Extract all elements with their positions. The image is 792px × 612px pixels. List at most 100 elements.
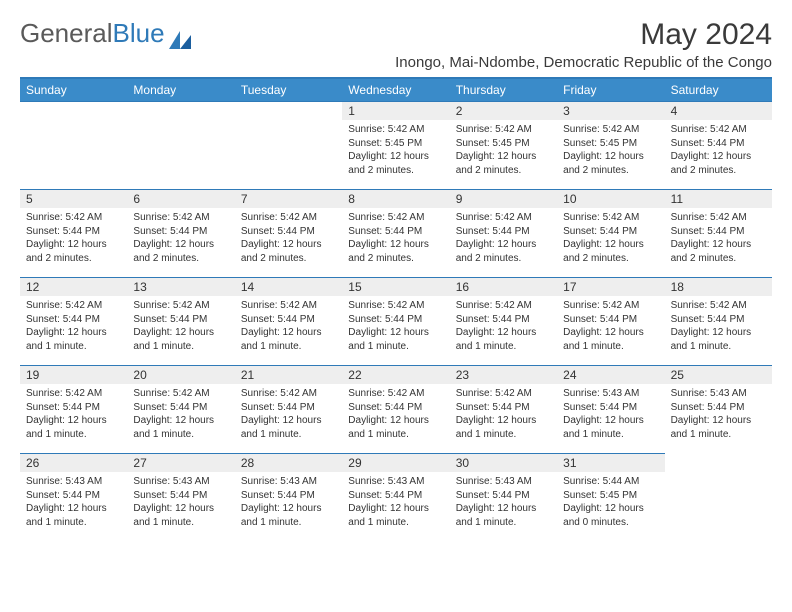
day-cell-12: 12Sunrise: 5:42 AMSunset: 5:44 PMDayligh… (20, 277, 127, 365)
day-details: Sunrise: 5:42 AMSunset: 5:45 PMDaylight:… (557, 120, 664, 183)
day-cell-6: 6Sunrise: 5:42 AMSunset: 5:44 PMDaylight… (127, 189, 234, 277)
empty-cell (235, 101, 342, 189)
day-cell-10: 10Sunrise: 5:42 AMSunset: 5:44 PMDayligh… (557, 189, 664, 277)
day-cell-7: 7Sunrise: 5:42 AMSunset: 5:44 PMDaylight… (235, 189, 342, 277)
dayheader-saturday: Saturday (665, 79, 772, 101)
page-title: May 2024 (640, 18, 772, 52)
day-cell-8: 8Sunrise: 5:42 AMSunset: 5:44 PMDaylight… (342, 189, 449, 277)
logo-text-blue: Blue (113, 18, 165, 49)
day-number: 25 (665, 366, 772, 384)
day-details: Sunrise: 5:43 AMSunset: 5:44 PMDaylight:… (342, 472, 449, 535)
day-number: 2 (450, 102, 557, 120)
dayheader-thursday: Thursday (450, 79, 557, 101)
day-number: 7 (235, 190, 342, 208)
day-details: Sunrise: 5:43 AMSunset: 5:44 PMDaylight:… (127, 472, 234, 535)
day-number: 12 (20, 278, 127, 296)
day-cell-17: 17Sunrise: 5:42 AMSunset: 5:44 PMDayligh… (557, 277, 664, 365)
day-details: Sunrise: 5:43 AMSunset: 5:44 PMDaylight:… (20, 472, 127, 535)
day-number: 5 (20, 190, 127, 208)
day-number: 9 (450, 190, 557, 208)
day-cell-2: 2Sunrise: 5:42 AMSunset: 5:45 PMDaylight… (450, 101, 557, 189)
day-details: Sunrise: 5:42 AMSunset: 5:44 PMDaylight:… (450, 296, 557, 359)
day-details: Sunrise: 5:43 AMSunset: 5:44 PMDaylight:… (665, 384, 772, 447)
day-cell-11: 11Sunrise: 5:42 AMSunset: 5:44 PMDayligh… (665, 189, 772, 277)
day-details: Sunrise: 5:42 AMSunset: 5:44 PMDaylight:… (450, 208, 557, 271)
day-details: Sunrise: 5:42 AMSunset: 5:44 PMDaylight:… (557, 296, 664, 359)
day-number: 18 (665, 278, 772, 296)
logo-icon (169, 25, 191, 43)
day-cell-28: 28Sunrise: 5:43 AMSunset: 5:44 PMDayligh… (235, 453, 342, 541)
dayheader-monday: Monday (127, 79, 234, 101)
day-number: 26 (20, 454, 127, 472)
day-details: Sunrise: 5:42 AMSunset: 5:44 PMDaylight:… (127, 384, 234, 447)
dayheader-wednesday: Wednesday (342, 79, 449, 101)
day-details: Sunrise: 5:42 AMSunset: 5:44 PMDaylight:… (235, 384, 342, 447)
logo-text-general: General (20, 18, 113, 49)
day-number: 8 (342, 190, 449, 208)
dayheader-tuesday: Tuesday (235, 79, 342, 101)
day-details: Sunrise: 5:42 AMSunset: 5:44 PMDaylight:… (127, 208, 234, 271)
day-cell-25: 25Sunrise: 5:43 AMSunset: 5:44 PMDayligh… (665, 365, 772, 453)
day-cell-30: 30Sunrise: 5:43 AMSunset: 5:44 PMDayligh… (450, 453, 557, 541)
dayheader-sunday: Sunday (20, 79, 127, 101)
day-number: 1 (342, 102, 449, 120)
day-details: Sunrise: 5:42 AMSunset: 5:44 PMDaylight:… (342, 208, 449, 271)
day-cell-21: 21Sunrise: 5:42 AMSunset: 5:44 PMDayligh… (235, 365, 342, 453)
day-details: Sunrise: 5:43 AMSunset: 5:44 PMDaylight:… (557, 384, 664, 447)
day-cell-24: 24Sunrise: 5:43 AMSunset: 5:44 PMDayligh… (557, 365, 664, 453)
day-details: Sunrise: 5:42 AMSunset: 5:44 PMDaylight:… (20, 296, 127, 359)
logo: GeneralBlue (20, 18, 191, 49)
location-subtitle: Inongo, Mai-Ndombe, Democratic Republic … (20, 54, 772, 71)
day-cell-27: 27Sunrise: 5:43 AMSunset: 5:44 PMDayligh… (127, 453, 234, 541)
day-cell-13: 13Sunrise: 5:42 AMSunset: 5:44 PMDayligh… (127, 277, 234, 365)
day-details: Sunrise: 5:42 AMSunset: 5:44 PMDaylight:… (665, 208, 772, 271)
day-details: Sunrise: 5:44 AMSunset: 5:45 PMDaylight:… (557, 472, 664, 535)
day-number: 11 (665, 190, 772, 208)
day-details: Sunrise: 5:42 AMSunset: 5:45 PMDaylight:… (342, 120, 449, 183)
day-cell-3: 3Sunrise: 5:42 AMSunset: 5:45 PMDaylight… (557, 101, 664, 189)
day-number: 27 (127, 454, 234, 472)
day-number: 20 (127, 366, 234, 384)
day-cell-19: 19Sunrise: 5:42 AMSunset: 5:44 PMDayligh… (20, 365, 127, 453)
day-cell-31: 31Sunrise: 5:44 AMSunset: 5:45 PMDayligh… (557, 453, 664, 541)
day-details: Sunrise: 5:42 AMSunset: 5:44 PMDaylight:… (557, 208, 664, 271)
day-cell-5: 5Sunrise: 5:42 AMSunset: 5:44 PMDaylight… (20, 189, 127, 277)
day-cell-26: 26Sunrise: 5:43 AMSunset: 5:44 PMDayligh… (20, 453, 127, 541)
day-details: Sunrise: 5:42 AMSunset: 5:44 PMDaylight:… (665, 120, 772, 183)
day-details: Sunrise: 5:43 AMSunset: 5:44 PMDaylight:… (235, 472, 342, 535)
calendar-grid: SundayMondayTuesdayWednesdayThursdayFrid… (20, 77, 772, 541)
day-number: 28 (235, 454, 342, 472)
day-cell-16: 16Sunrise: 5:42 AMSunset: 5:44 PMDayligh… (450, 277, 557, 365)
day-number: 30 (450, 454, 557, 472)
day-details: Sunrise: 5:42 AMSunset: 5:44 PMDaylight:… (20, 208, 127, 271)
day-number: 14 (235, 278, 342, 296)
empty-cell (20, 101, 127, 189)
day-number: 17 (557, 278, 664, 296)
day-number: 15 (342, 278, 449, 296)
day-details: Sunrise: 5:42 AMSunset: 5:44 PMDaylight:… (20, 384, 127, 447)
day-number: 4 (665, 102, 772, 120)
day-number: 16 (450, 278, 557, 296)
day-number: 24 (557, 366, 664, 384)
day-cell-15: 15Sunrise: 5:42 AMSunset: 5:44 PMDayligh… (342, 277, 449, 365)
day-number: 10 (557, 190, 664, 208)
day-details: Sunrise: 5:42 AMSunset: 5:44 PMDaylight:… (235, 296, 342, 359)
day-number: 6 (127, 190, 234, 208)
day-cell-18: 18Sunrise: 5:42 AMSunset: 5:44 PMDayligh… (665, 277, 772, 365)
day-details: Sunrise: 5:42 AMSunset: 5:45 PMDaylight:… (450, 120, 557, 183)
day-details: Sunrise: 5:42 AMSunset: 5:44 PMDaylight:… (127, 296, 234, 359)
day-details: Sunrise: 5:42 AMSunset: 5:44 PMDaylight:… (342, 296, 449, 359)
day-number: 23 (450, 366, 557, 384)
day-number: 3 (557, 102, 664, 120)
day-details: Sunrise: 5:42 AMSunset: 5:44 PMDaylight:… (235, 208, 342, 271)
day-details: Sunrise: 5:43 AMSunset: 5:44 PMDaylight:… (450, 472, 557, 535)
day-number: 31 (557, 454, 664, 472)
day-cell-22: 22Sunrise: 5:42 AMSunset: 5:44 PMDayligh… (342, 365, 449, 453)
day-number: 22 (342, 366, 449, 384)
day-cell-9: 9Sunrise: 5:42 AMSunset: 5:44 PMDaylight… (450, 189, 557, 277)
day-cell-14: 14Sunrise: 5:42 AMSunset: 5:44 PMDayligh… (235, 277, 342, 365)
day-cell-20: 20Sunrise: 5:42 AMSunset: 5:44 PMDayligh… (127, 365, 234, 453)
day-cell-4: 4Sunrise: 5:42 AMSunset: 5:44 PMDaylight… (665, 101, 772, 189)
empty-cell (127, 101, 234, 189)
day-number: 21 (235, 366, 342, 384)
